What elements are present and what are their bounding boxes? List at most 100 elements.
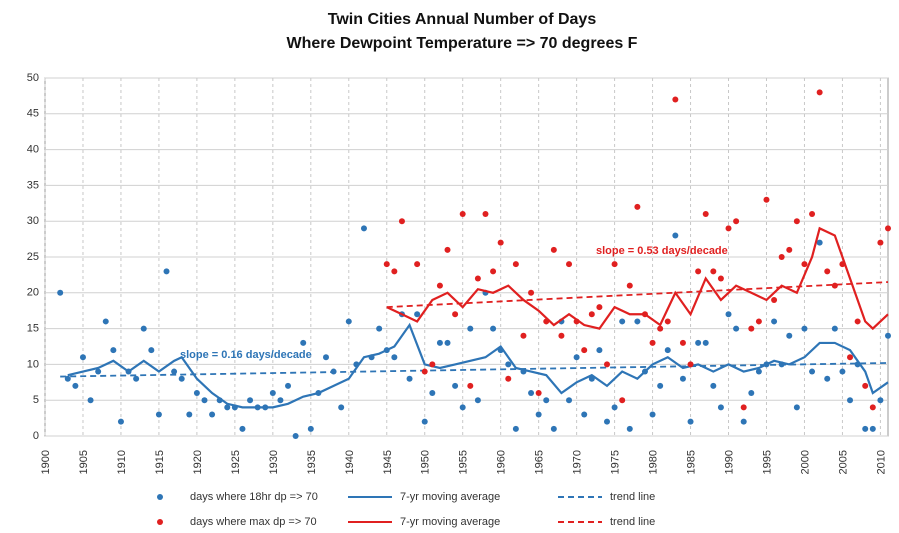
- data-point: [57, 289, 64, 296]
- x-tick-label: 2010: [875, 450, 887, 474]
- data-point: [535, 390, 542, 397]
- data-point: [550, 246, 557, 253]
- y-tick-label: 30: [27, 215, 39, 227]
- data-point: [619, 397, 626, 404]
- data-point: [611, 261, 618, 268]
- legend-label: 7-yr moving average: [400, 516, 500, 528]
- data-point: [619, 318, 626, 325]
- data-point: [877, 239, 884, 246]
- y-tick-label: 45: [27, 108, 39, 120]
- data-point: [512, 425, 519, 432]
- data-point: [657, 382, 664, 389]
- data-point: [885, 332, 891, 339]
- legend-label: days where 18hr dp => 70: [190, 491, 318, 503]
- legend-label: trend line: [610, 491, 655, 503]
- y-tick-label: 25: [27, 251, 39, 263]
- data-point: [193, 390, 200, 397]
- data-point: [664, 318, 671, 325]
- x-tick-label: 1920: [192, 450, 204, 474]
- data-point: [307, 425, 314, 432]
- data-point: [444, 339, 451, 346]
- data-point: [831, 325, 838, 332]
- data-point: [786, 332, 793, 339]
- data-point: [793, 218, 800, 225]
- data-point: [748, 325, 755, 332]
- x-tick-label: 1925: [230, 450, 242, 474]
- data-point: [566, 261, 573, 268]
- data-point: [224, 404, 231, 411]
- x-tick-label: 1995: [761, 450, 773, 474]
- data-point: [414, 261, 421, 268]
- data-point: [452, 311, 459, 318]
- data-point: [831, 282, 838, 289]
- x-tick-label: 1910: [116, 450, 128, 474]
- data-point: [862, 382, 869, 389]
- data-point: [733, 218, 740, 225]
- data-point: [847, 354, 854, 361]
- x-tick-label: 1985: [686, 450, 698, 474]
- x-tick-label: 1955: [458, 450, 470, 474]
- data-point: [186, 411, 193, 418]
- x-tick-label: 1930: [268, 450, 280, 474]
- data-point: [771, 296, 778, 303]
- data-point: [421, 418, 428, 425]
- data-point: [687, 361, 694, 368]
- data-point: [824, 375, 831, 382]
- annotation: slope = 0.53 days/decade: [596, 245, 728, 257]
- data-point: [79, 354, 86, 361]
- data-point: [778, 254, 785, 260]
- x-tick-label: 1940: [344, 450, 356, 474]
- data-point: [634, 318, 641, 325]
- y-tick-label: 15: [27, 323, 39, 335]
- data-point: [505, 375, 512, 382]
- data-point: [429, 361, 436, 368]
- y-tick-label: 20: [27, 287, 39, 299]
- data-point: [543, 397, 550, 404]
- y-tick-label: 35: [27, 179, 39, 191]
- legend-marker: [157, 519, 163, 525]
- data-point: [512, 261, 519, 268]
- data-point: [626, 282, 633, 289]
- x-tick-label: 2005: [837, 450, 849, 474]
- data-point: [102, 318, 109, 325]
- legend-marker: [157, 494, 163, 500]
- x-tick-label: 1965: [534, 450, 546, 474]
- data-point: [155, 411, 162, 418]
- data-point: [740, 418, 747, 425]
- data-point: [793, 404, 800, 411]
- x-tick-label: 1960: [496, 450, 508, 474]
- data-point: [72, 382, 79, 389]
- data-point: [755, 368, 762, 375]
- data-point: [725, 311, 732, 318]
- y-tick-label: 50: [27, 72, 39, 84]
- data-point: [505, 361, 512, 368]
- legend-label: trend line: [610, 516, 655, 528]
- data-point: [201, 397, 208, 404]
- data-point: [140, 325, 147, 332]
- data-point: [391, 354, 398, 361]
- data-point: [596, 304, 603, 311]
- data-point: [634, 203, 641, 210]
- x-tick-label: 1970: [572, 450, 584, 474]
- data-point: [414, 311, 421, 318]
- x-tick-label: 1975: [610, 450, 622, 474]
- data-point: [581, 411, 588, 418]
- x-tick-label: 1900: [40, 450, 52, 474]
- data-point: [558, 332, 565, 339]
- data-point: [300, 339, 307, 346]
- data-point: [862, 425, 869, 432]
- data-point: [436, 282, 443, 289]
- data-point: [406, 375, 413, 382]
- y-tick-label: 5: [33, 394, 39, 406]
- legend-label: 7-yr moving average: [400, 491, 500, 503]
- data-point: [717, 404, 724, 411]
- data-point: [459, 404, 466, 411]
- data-point: [285, 382, 292, 389]
- data-point: [429, 390, 436, 397]
- data-point: [885, 225, 891, 232]
- data-point: [209, 411, 216, 418]
- data-point: [360, 225, 367, 232]
- trend-line: [386, 281, 889, 309]
- y-tick-label: 40: [27, 144, 39, 156]
